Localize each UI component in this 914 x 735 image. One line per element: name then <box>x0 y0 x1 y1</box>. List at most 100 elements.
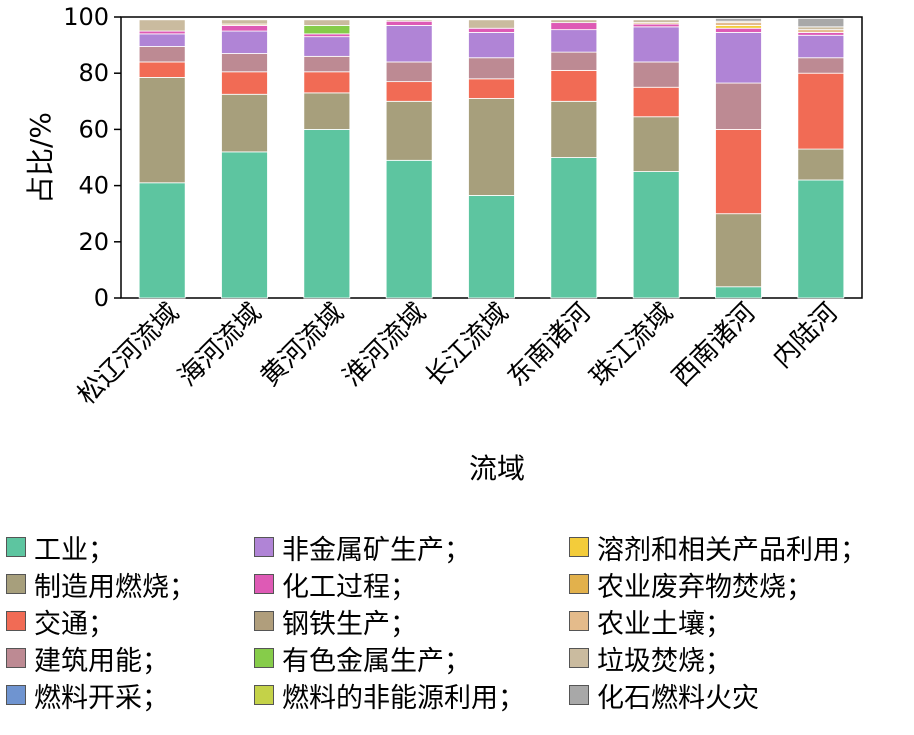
bar-segment-3-4 <box>303 55 351 73</box>
legend-swatch <box>569 574 589 594</box>
bar-segment-3-6 <box>303 36 351 57</box>
bar-segment-7-6 <box>632 26 680 63</box>
legend-item-6: 非金属矿生产； <box>254 530 471 566</box>
bar-segment-8-6 <box>715 32 762 84</box>
legend-item-13: 农业土壤； <box>569 604 732 640</box>
y-tick-label-2: 20 <box>78 228 109 256</box>
bar-segment-2-3 <box>221 71 268 95</box>
legend-label: 工业； <box>34 534 115 566</box>
legend-swatch <box>6 537 26 557</box>
bar-segment-7-4 <box>632 61 680 88</box>
legend-item-2: 制造用燃烧； <box>6 567 196 603</box>
bar-segment-8-4 <box>715 82 762 130</box>
legend-item-8: 钢铁生产； <box>254 604 417 640</box>
bar-segment-5-14 <box>468 19 515 29</box>
y-axis: 0 20 40 60 80 100 <box>63 3 121 312</box>
legend-item-1: 工业； <box>6 530 115 566</box>
bar-segment-9-3 <box>797 72 845 150</box>
legend-item-12: 农业废弃物焚烧； <box>569 567 813 603</box>
legend-swatch <box>254 685 274 705</box>
bar-segment-5-2 <box>468 98 515 196</box>
bar-segment-5-7 <box>468 27 515 33</box>
bar-segment-8-1 <box>715 286 762 299</box>
bar-segment-4-3 <box>385 81 433 102</box>
bar-segment-4-4 <box>385 61 433 83</box>
legend-swatch <box>254 574 274 594</box>
bar-segment-1-4 <box>138 46 186 63</box>
bar-segment-8-13 <box>715 22 762 26</box>
bar-segment-2-6 <box>221 30 268 54</box>
legend-item-11: 溶剂和相关产品利用； <box>569 530 867 566</box>
plot-area <box>120 16 863 299</box>
y-tick-label-1: 0 <box>94 284 109 312</box>
x-tick-label-8: 西南诸河 <box>667 298 762 393</box>
bar-segment-6-1 <box>550 157 598 299</box>
bar-segment-3-7 <box>303 33 351 38</box>
bar-segment-8-7 <box>715 27 762 33</box>
legend-swatch <box>569 611 589 631</box>
bar-segment-5-1 <box>468 195 515 299</box>
bar-segment-2-7 <box>221 25 268 32</box>
legend-swatch <box>254 537 274 557</box>
legend-swatch <box>569 685 589 705</box>
y-tick-label-3: 40 <box>78 172 109 200</box>
bar-segment-4-2 <box>385 100 433 161</box>
bar-segment-7-7 <box>632 23 680 28</box>
bar-segment-7-1 <box>632 171 680 299</box>
bar-segment-4-6 <box>385 25 433 63</box>
bar-segment-6-2 <box>550 100 598 158</box>
bar-segment-3-1 <box>303 128 351 299</box>
bar-segment-8-2 <box>715 213 762 288</box>
bar-segment-1-1 <box>138 182 186 299</box>
legend-label: 有色金属生产； <box>282 645 471 677</box>
bar-segment-7-2 <box>632 116 680 172</box>
bar-segment-4-14 <box>385 19 433 22</box>
bar-segment-2-4 <box>221 53 268 73</box>
legend-label: 制造用燃烧； <box>34 571 196 603</box>
x-tick-label-1: 松辽河流域 <box>72 298 185 411</box>
bar-segment-3-2 <box>303 92 351 130</box>
legend-swatch <box>569 648 589 668</box>
bar-segment-9-1 <box>797 179 845 299</box>
x-tick-label-2: 海河流域 <box>173 298 268 393</box>
bar-segment-2-14 <box>221 19 268 25</box>
bar-segment-9-6 <box>797 34 845 59</box>
x-tick-label-5: 长江流域 <box>420 298 515 393</box>
bar-segment-9-7 <box>797 32 845 36</box>
legend-item-14: 垃圾焚烧； <box>569 641 732 677</box>
legend-label: 农业废弃物焚烧； <box>597 571 813 603</box>
bar-segment-9-4 <box>797 57 845 74</box>
bar-segment-9-15 <box>797 18 845 28</box>
legend-swatch <box>6 648 26 668</box>
legend-item-9: 有色金属生产； <box>254 641 471 677</box>
legend-label: 交通； <box>34 608 115 640</box>
bar-segment-8-3 <box>715 128 762 215</box>
bar-segment-1-6 <box>138 33 186 47</box>
bar-segment-5-4 <box>468 57 515 80</box>
bar-segment-9-14 <box>797 26 845 31</box>
x-tick-label-9: 内陆河 <box>767 298 843 374</box>
legend-swatch <box>6 611 26 631</box>
bar-segment-9-2 <box>797 148 845 181</box>
legend-item-5: 燃料开采； <box>6 678 169 714</box>
y-axis-title: 占比/% <box>24 112 57 204</box>
y-tick-label-5: 80 <box>78 59 109 87</box>
legend-swatch <box>6 685 26 705</box>
y-tick-label-4: 60 <box>78 115 109 143</box>
bar-segment-4-1 <box>385 159 433 299</box>
bar-segment-8-11 <box>715 25 762 29</box>
bar-segment-1-7 <box>138 30 186 35</box>
bar-segment-8-15 <box>715 18 762 22</box>
legend-label: 钢铁生产； <box>282 608 417 640</box>
x-tick-label-3: 黄河流域 <box>255 298 350 393</box>
bar-segment-1-2 <box>138 77 186 184</box>
bar-segment-7-3 <box>632 86 680 118</box>
x-tick-label-4: 淮河流域 <box>337 298 432 393</box>
bar-segment-1-3 <box>138 61 186 78</box>
legend-item-3: 交通； <box>6 604 115 640</box>
legend-label: 垃圾焚烧； <box>597 645 732 677</box>
bar-segment-6-4 <box>550 51 598 71</box>
bar-segment-9-13 <box>797 29 845 33</box>
legend-label: 建筑用能； <box>34 645 169 677</box>
legend-label: 燃料的非能源利用； <box>282 682 525 714</box>
